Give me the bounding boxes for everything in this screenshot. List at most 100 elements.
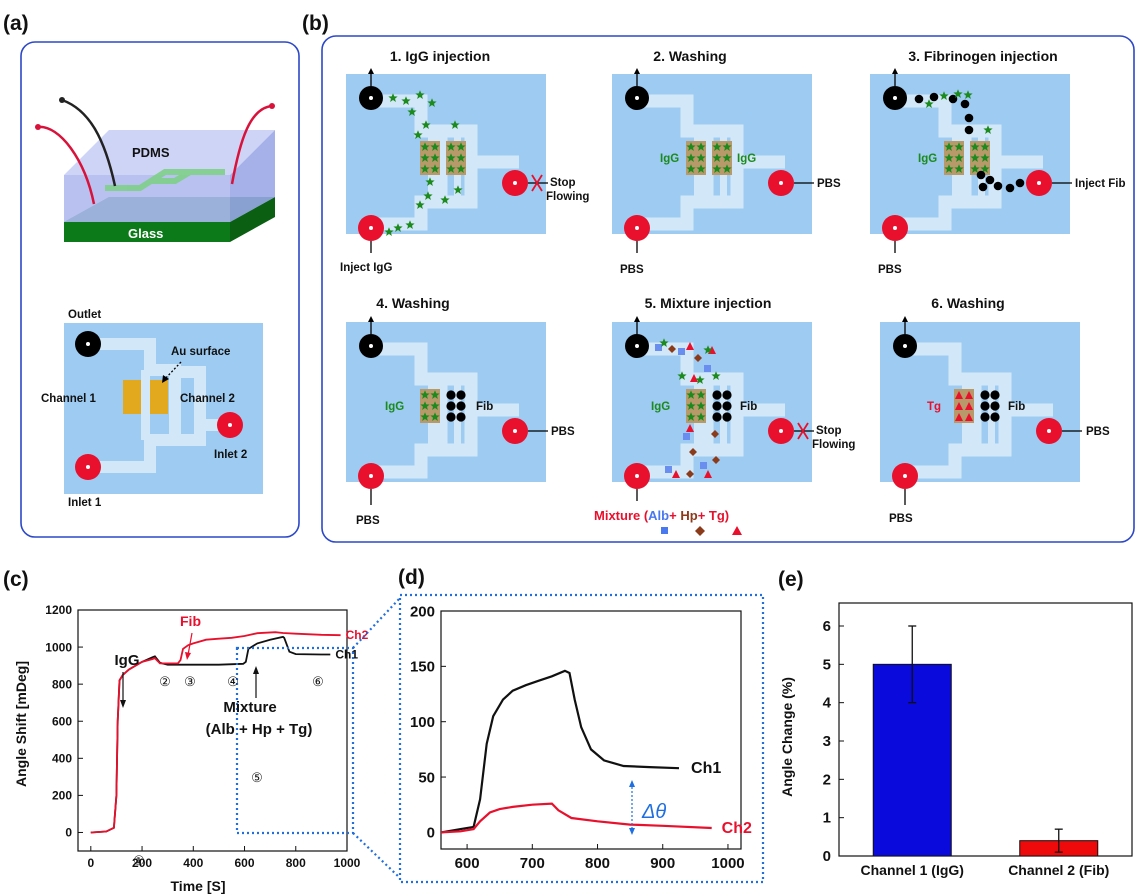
mixture-prefix: Mixture ( bbox=[594, 508, 649, 523]
chart-d-xtick-label: 800 bbox=[585, 855, 610, 872]
step-6-inlet-label: PBS bbox=[889, 513, 913, 525]
mixture-suffix: ) bbox=[725, 508, 729, 523]
inlet2-label: Inlet 2 bbox=[214, 449, 247, 461]
chart-e-ytick-label: 2 bbox=[823, 771, 831, 788]
step-marker-3: ③ bbox=[184, 674, 196, 689]
outlet-label: Outlet bbox=[68, 309, 101, 321]
chart-c-series-label-ch1: Ch1 bbox=[335, 647, 358, 661]
annot-mixture: Mixture bbox=[223, 699, 276, 716]
step-6-right-label: PBS bbox=[1086, 426, 1110, 438]
step-4-inlet-label: PBS bbox=[356, 515, 380, 527]
chart-c-xtick-label: 800 bbox=[286, 856, 306, 870]
step-marker-2: ② bbox=[159, 674, 171, 689]
step-3-inlet-label: PBS bbox=[878, 264, 902, 276]
chart-c-ytick-label: 800 bbox=[52, 677, 72, 691]
step-2-inlet-label: PBS bbox=[620, 264, 644, 276]
step-marker-4: ④ bbox=[227, 674, 239, 689]
glass-label: Glass bbox=[128, 226, 163, 241]
chart-c-xtick-label: 600 bbox=[235, 856, 255, 870]
au-surface-1 bbox=[123, 380, 141, 414]
chart-e-category-label: Channel 1 (IgG) bbox=[861, 862, 964, 878]
mixture-tg: Tg bbox=[709, 508, 725, 523]
step-4-ch1-label: IgG bbox=[385, 401, 404, 413]
step-2: 2. Washing IgG IgG PBS PBS bbox=[612, 48, 841, 276]
panel-d: (d) 600 700 800 900 1000 0 50 100 150 200 Ch1 Ch2 Δ… bbox=[398, 566, 765, 884]
chart-c-xtick-label: 1000 bbox=[334, 856, 361, 870]
chart-c-xtick-label: 400 bbox=[183, 856, 203, 870]
inlet1-label: Inlet 1 bbox=[68, 497, 102, 509]
au-surface-label: Au surface bbox=[171, 346, 230, 358]
channel1-label: Channel 1 bbox=[41, 393, 97, 405]
chart-d-ytick-label: 150 bbox=[410, 659, 435, 676]
step-3-right-label: Inject Fib bbox=[1075, 178, 1125, 190]
device-3d-illustration: PDMS Glass bbox=[35, 97, 275, 242]
hp-symbol bbox=[695, 526, 705, 536]
chart-c-ylabel: Angle Shift [mDeg] bbox=[13, 661, 29, 787]
panel-c: (c) 0 200 400 600 800 1000 0 200 400 600 800 1000 12… bbox=[3, 568, 401, 894]
chart-d-ytick-label: 200 bbox=[410, 603, 435, 620]
panel-a-label: (a) bbox=[3, 12, 29, 35]
channel2-label: Channel 2 bbox=[180, 393, 235, 405]
chart-e-category-label: Channel 2 (Fib) bbox=[1008, 862, 1109, 878]
chart-c-xlabel: Time [S] bbox=[171, 878, 226, 894]
chart-d-xtick-label: 900 bbox=[650, 855, 675, 872]
step-1: 1. IgG injection Inject IgG Stop Flowing bbox=[340, 48, 589, 274]
step-1-flowing-label: Flowing bbox=[546, 191, 589, 203]
mixture-legend: Mixture (Alb+ Hp+ Tg) bbox=[594, 508, 729, 523]
step-1-inlet-label: Inject IgG bbox=[340, 262, 392, 274]
step-5-ch2-label: Fib bbox=[740, 401, 757, 413]
step-4-right-label: PBS bbox=[551, 426, 575, 438]
chart-d-ytick-label: 0 bbox=[427, 825, 435, 842]
step-3-ch1-label: IgG bbox=[918, 153, 937, 165]
panel-b: (b) 1. IgG injection Inject IgG Stop Flo… bbox=[302, 12, 1135, 543]
chart-c-ytick-label: 600 bbox=[52, 714, 72, 728]
step-5-stop-label: Stop bbox=[816, 425, 842, 437]
chart-e: 0 1 2 3 4 5 6 Channel 1 (IgG) Channel 2 (Fib) bbox=[823, 602, 1133, 878]
chart-c-ytick-label: 0 bbox=[65, 826, 72, 840]
step-1-title: 1. IgG injection bbox=[390, 48, 490, 64]
annot-mixture-parts: (Alb + Hp + Tg) bbox=[206, 721, 313, 738]
chart-e-ytick-label: 4 bbox=[823, 695, 832, 712]
chart-c-xtick-label: 200 bbox=[132, 856, 152, 870]
tg-symbol bbox=[732, 526, 742, 535]
chart-e-ytick-label: 3 bbox=[823, 733, 831, 750]
step-marker-5: ⑤ bbox=[251, 770, 263, 785]
zoom-region-box bbox=[235, 646, 355, 835]
chart-d-frame bbox=[440, 610, 742, 850]
mixture-plus1: + bbox=[669, 508, 680, 523]
alb-symbol bbox=[661, 527, 668, 534]
chart-d-xtick-label: 600 bbox=[455, 855, 480, 872]
step-3: 3. Fibrinogen injection IgG PBS Inject F… bbox=[870, 48, 1125, 276]
annot-fib: Fib bbox=[180, 613, 201, 629]
panel-e-label: (e) bbox=[778, 568, 804, 591]
panel-a-frame bbox=[20, 41, 300, 538]
step-6-title: 6. Washing bbox=[931, 295, 1004, 311]
panel-e: (e) 0 1 2 3 4 5 6 Channel 1 (IgG) Channel 2 (Fib… bbox=[778, 568, 1133, 878]
chart-d-series-ch2 bbox=[440, 802, 712, 834]
chart-e-ytick-label: 0 bbox=[823, 848, 831, 865]
panel-b-label: (b) bbox=[302, 12, 329, 35]
chart-c-series-label-ch2: Ch2 bbox=[346, 628, 369, 642]
pdms-label: PDMS bbox=[132, 145, 170, 160]
mixture-plus2: + bbox=[698, 508, 709, 523]
step-5-title: 5. Mixture injection bbox=[645, 295, 772, 311]
panel-d-label: (d) bbox=[398, 566, 425, 589]
chart-d-series-label-ch1: Ch1 bbox=[691, 760, 721, 777]
chart-c: 0 200 400 600 800 1000 0 200 400 600 800 1000 1200 Ch… bbox=[45, 603, 368, 870]
step-6-ch2-label: Fib bbox=[1008, 401, 1025, 413]
mixture-hp: Hp bbox=[680, 508, 697, 523]
chart-d-xtick-label: 700 bbox=[520, 855, 545, 872]
panel-b-frame bbox=[321, 35, 1135, 543]
step-2-right-label: PBS bbox=[817, 178, 841, 190]
mixture-alb: Alb bbox=[648, 508, 669, 523]
chart-d-series-label-ch2: Ch2 bbox=[722, 820, 752, 837]
chart-c-ytick-label: 1200 bbox=[45, 603, 72, 617]
step-2-title: 2. Washing bbox=[653, 48, 726, 64]
chart-d-ytick-label: 100 bbox=[410, 714, 435, 731]
chart-c-ytick-label: 400 bbox=[52, 752, 72, 766]
chart-e-ytick-label: 5 bbox=[823, 656, 831, 673]
step-marker-1: ① bbox=[133, 853, 145, 868]
delta-theta-label: Δθ bbox=[641, 801, 666, 823]
chart-d-ytick-label: 50 bbox=[418, 769, 435, 786]
